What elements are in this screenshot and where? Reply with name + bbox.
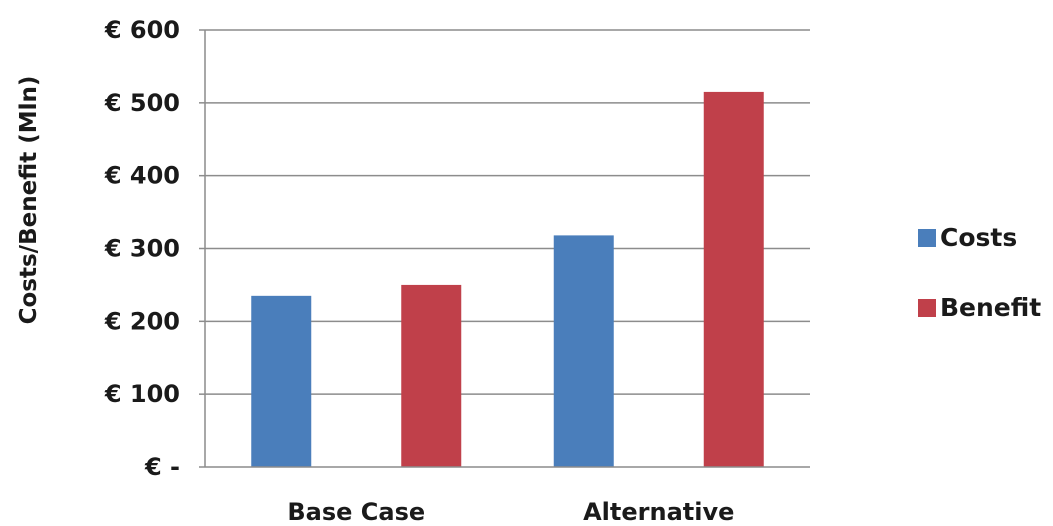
y-tick-label-0: € - — [144, 453, 180, 481]
legend-label-costs: Costs — [940, 223, 1017, 252]
axes — [199, 29, 810, 468]
y-tick-label-400: € 400 — [104, 162, 180, 190]
y-tick-labels: € - € 100 € 200 € 300 € 400 € 500 € 600 — [104, 16, 180, 481]
x-tick-label-alternative: Alternative — [583, 498, 734, 526]
legend-swatch-benefit — [918, 299, 936, 317]
y-tick-label-100: € 100 — [104, 380, 180, 408]
bars — [251, 91, 764, 468]
x-tick-label-base-case: Base Case — [287, 498, 425, 526]
y-tick-label-600: € 600 — [104, 16, 180, 44]
bar-costs-base-case — [251, 295, 312, 467]
bar-costs-alternative — [553, 235, 614, 467]
bar-benefit-base-case — [401, 284, 462, 467]
legend-swatch-costs — [918, 229, 936, 247]
x-tick-labels: Base Case Alternative — [287, 498, 734, 526]
y-tick-label-200: € 200 — [104, 307, 180, 335]
bar-benefit-alternative — [703, 91, 764, 468]
y-tick-label-300: € 300 — [104, 235, 180, 263]
y-axis-title: Costs/Benefit (Mln) — [16, 76, 42, 325]
legend: Costs Benefit — [918, 223, 1041, 322]
y-tick-label-500: € 500 — [104, 89, 180, 117]
legend-label-benefit: Benefit — [940, 293, 1041, 322]
